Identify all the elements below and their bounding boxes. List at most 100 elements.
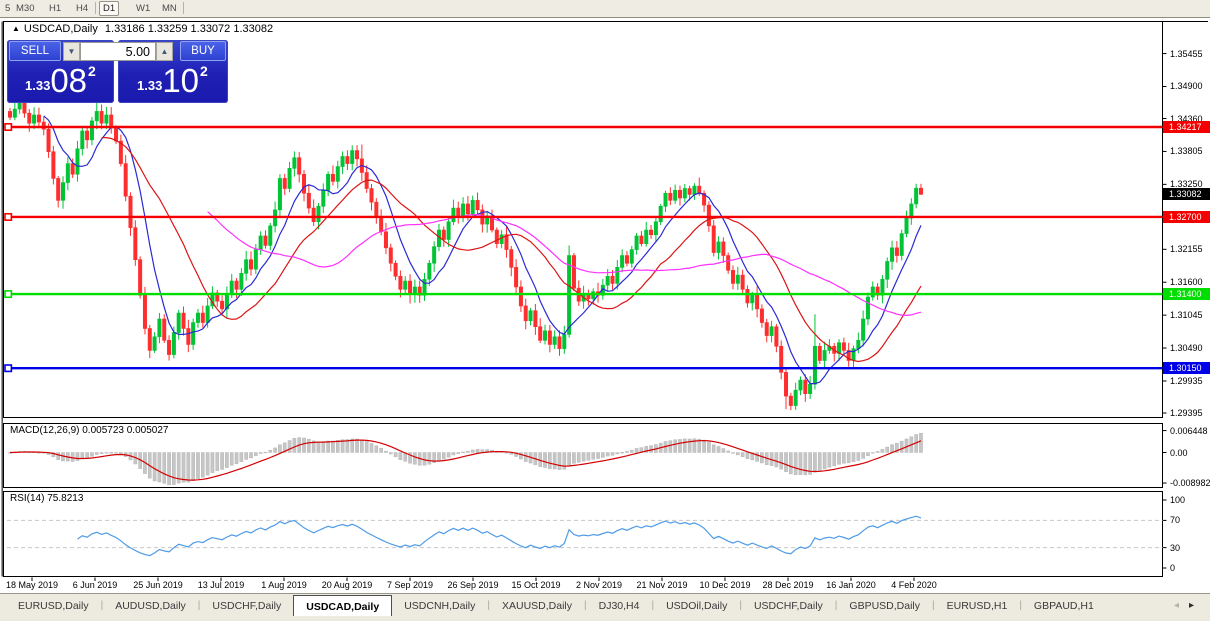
candle-body	[817, 345, 822, 361]
candle-body	[355, 150, 360, 160]
macd-histogram-bar	[615, 452, 620, 455]
chart-tab-USDCHF,Daily[interactable]: USDCHF,Daily	[212, 600, 282, 612]
macd-histogram-bar	[851, 452, 856, 463]
macd-histogram-bar	[335, 440, 340, 453]
macd-histogram-bar	[181, 452, 186, 483]
chart-tab-AUDUSD,Daily[interactable]: AUDUSD,Daily	[115, 600, 186, 612]
candle-body	[918, 187, 923, 195]
candle-body	[624, 255, 629, 264]
macd-histogram-bar	[326, 440, 330, 453]
macd-histogram-bar	[683, 438, 687, 453]
candle-body	[432, 246, 437, 264]
chart-tab-EURUSD,Daily[interactable]: EURUSD,Daily	[18, 600, 89, 612]
macd-histogram-bar	[210, 452, 215, 473]
candle-body	[711, 225, 716, 253]
date-axis-label: 6 Jun 2019	[72, 580, 118, 590]
macd-histogram-bar	[278, 444, 282, 453]
chart-tab-USDCNH,Daily[interactable]: USDCNH,Daily	[404, 600, 476, 612]
chart-tab-USDCHF,Daily[interactable]: USDCHF,Daily	[753, 600, 823, 612]
chart-tab-USDCAD,Daily[interactable]: USDCAD,Daily	[293, 595, 393, 616]
buy-price-prefix: 1.33	[137, 78, 163, 93]
macd-histogram-bar	[311, 440, 316, 453]
candle-body	[114, 127, 119, 142]
chart-tab-USDOil,Daily[interactable]: USDOil,Daily	[666, 600, 728, 612]
chart-tab-bar: EURUSD,Daily | AUDUSD,Daily | USDCHF,Daily US…	[0, 593, 1210, 621]
macd-histogram-bar	[225, 452, 229, 468]
level-handle-icon[interactable]	[4, 364, 13, 373]
volume-input[interactable]: 5.00	[80, 42, 156, 61]
volume-increase-button[interactable]: ▲	[156, 42, 173, 61]
macd-axis-label: 0.00	[1170, 447, 1188, 458]
chart-tab-GBPUSD,Daily[interactable]: GBPUSD,Daily	[849, 600, 921, 612]
timeframe-button-M30[interactable]: M30	[16, 3, 35, 14]
macd-histogram-bar	[822, 452, 827, 470]
scroll-right-icon[interactable]: ▸	[1188, 600, 1194, 611]
price-axis-label: 1.34900	[1170, 81, 1203, 92]
candle-body	[779, 345, 784, 373]
macd-histogram-bar	[842, 452, 846, 464]
candle-body	[523, 305, 528, 322]
sell-price[interactable]: 1.33082	[25, 62, 96, 100]
macd-histogram-bar	[162, 452, 167, 484]
candle-body	[470, 200, 475, 215]
timeframe-button-W1[interactable]: W1	[136, 3, 151, 14]
candle-body	[234, 280, 239, 290]
scroll-left-icon[interactable]: ◂	[1173, 600, 1179, 611]
candle-body	[755, 294, 760, 310]
macd-histogram-bar	[215, 452, 220, 471]
sell-button[interactable]: SELL	[9, 41, 61, 61]
price-axis-label: 1.31600	[1170, 277, 1203, 288]
timeframe-button-5[interactable]: 5	[5, 3, 11, 14]
rsi-line	[77, 515, 922, 557]
macd-histogram-bar	[543, 452, 547, 468]
timeframe-button-D1[interactable]: D1	[99, 1, 120, 16]
level-handle-icon[interactable]	[4, 290, 13, 299]
date-axis-label: 26 Sep 2019	[447, 580, 499, 590]
candle-body	[374, 201, 379, 218]
chart-tab-XAUUSD,Daily[interactable]: XAUUSD,Daily	[501, 600, 572, 612]
macd-histogram-bar	[711, 444, 716, 453]
symbol-arrow-icon: ▲	[12, 24, 20, 33]
macd-histogram-bar	[644, 446, 649, 453]
volume-decrease-button[interactable]: ▼	[63, 42, 80, 61]
candle-body	[41, 121, 46, 130]
macd-histogram-bar	[750, 452, 755, 461]
macd-histogram-bar	[109, 452, 114, 454]
candle-body	[793, 389, 798, 406]
macd-histogram-bar	[268, 449, 273, 453]
candle-body	[702, 192, 707, 206]
candle-body	[894, 247, 899, 256]
candle-body	[306, 192, 311, 209]
timeframe-button-MN[interactable]: MN	[162, 3, 177, 14]
chart-tab-GBPAUD,H1[interactable]: GBPAUD,H1	[1033, 600, 1094, 612]
candle-body	[841, 342, 846, 351]
macd-histogram-bar	[369, 443, 374, 453]
macd-signal-line	[9, 439, 922, 481]
macd-histogram-bar	[827, 452, 832, 468]
macd-histogram-bar	[673, 439, 677, 453]
tab-separator: |	[739, 600, 742, 611]
timeframe-button-H4[interactable]: H4	[76, 3, 89, 14]
level-handle-icon[interactable]	[4, 212, 13, 221]
macd-histogram-bar	[745, 452, 750, 459]
buy-price[interactable]: 1.33102	[137, 62, 208, 100]
date-axis-label: 2 Nov 2019	[575, 580, 623, 590]
level-handle-icon[interactable]	[4, 123, 13, 132]
candle-body	[195, 312, 200, 323]
candle-body	[345, 156, 350, 164]
candle-body	[668, 192, 673, 201]
chart-tab-EURUSD,H1[interactable]: EURUSD,H1	[946, 600, 1008, 612]
candle-body	[663, 192, 668, 207]
macd-histogram-bar	[605, 452, 610, 457]
chart-tab-DJ30,H4[interactable]: DJ30,H4	[598, 600, 640, 612]
macd-histogram-bar	[422, 452, 427, 466]
macd-histogram-bar	[451, 452, 456, 456]
candle-body	[123, 163, 128, 197]
macd-histogram-bar	[258, 452, 263, 454]
macd-histogram-bar	[880, 449, 885, 453]
buy-button[interactable]: BUY	[180, 41, 226, 61]
macd-histogram-bar	[157, 452, 162, 483]
candle-body	[258, 235, 263, 250]
timeframe-button-H1[interactable]: H1	[49, 3, 62, 14]
